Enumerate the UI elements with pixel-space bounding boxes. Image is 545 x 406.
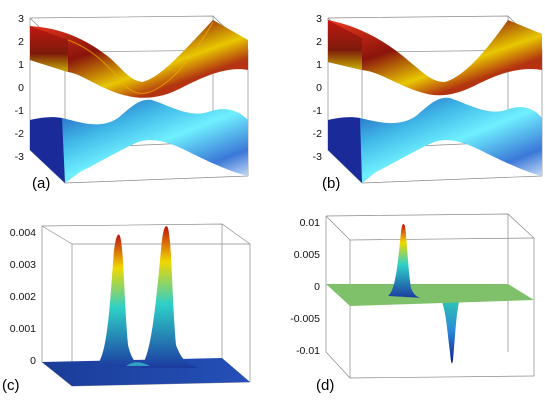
z-axis-ticks: 0.01 0.005 0 -0.005 -0.01 xyxy=(290,217,320,357)
zero-plane xyxy=(326,284,534,306)
tick-label: -2 xyxy=(313,128,322,140)
z-axis-ticks: 0.004 0.003 0.002 0.001 0 xyxy=(10,227,36,367)
tick-label: -0.005 xyxy=(290,313,320,325)
tick-label: 0.005 xyxy=(294,249,320,261)
peak-2 xyxy=(126,226,200,368)
z-axis-ticks: 3 2 1 0 -1 -2 -3 xyxy=(313,13,323,163)
upper-surface xyxy=(30,20,248,98)
tick-label: 0 xyxy=(30,355,36,367)
tick-label: 0 xyxy=(18,82,24,94)
tick-label: 0 xyxy=(314,281,320,293)
tick-label: -0.01 xyxy=(296,345,320,357)
tick-label: 0.003 xyxy=(10,259,36,271)
tick-label: 0 xyxy=(316,82,322,94)
tick-label: 1 xyxy=(316,59,322,71)
tick-label: 3 xyxy=(18,13,24,25)
tick-label: 0.001 xyxy=(10,323,36,335)
panel-label: (c) xyxy=(2,377,20,394)
tick-label: -3 xyxy=(313,151,322,163)
panel-a: 3 2 1 0 -1 -2 -3 (a) xyxy=(15,13,249,192)
tick-label: 0.002 xyxy=(10,291,36,303)
tick-label: 2 xyxy=(316,36,322,48)
panel-d: 0.01 0.005 0 -0.005 -0.01 (d) xyxy=(290,213,535,394)
z-axis-ticks: 3 2 1 0 -1 -2 -3 xyxy=(15,13,25,163)
tick-label: -3 xyxy=(15,151,24,163)
tick-label: 2 xyxy=(18,36,24,48)
tick-label: -1 xyxy=(313,105,322,117)
panel-c: 0.004 0.003 0.002 0.001 0 (c) xyxy=(2,223,251,394)
tick-label: 1 xyxy=(18,59,24,71)
tick-label: -1 xyxy=(15,105,24,117)
lower-surface xyxy=(30,99,248,183)
tick-label: 0.004 xyxy=(10,227,36,239)
lower-surface xyxy=(328,97,542,183)
panel-label: (d) xyxy=(316,377,334,394)
panel-label: (b) xyxy=(322,175,340,192)
tick-label: 0.01 xyxy=(300,217,321,229)
upper-surface xyxy=(328,20,542,96)
tick-label: 3 xyxy=(316,13,322,25)
panel-b: 3 2 1 0 -1 -2 -3 (b) xyxy=(313,13,543,192)
panel-label: (a) xyxy=(32,175,50,192)
floor-surface xyxy=(42,358,250,386)
dip xyxy=(440,298,460,364)
peak xyxy=(388,224,424,298)
tick-label: -2 xyxy=(15,128,24,140)
peak-1 xyxy=(96,234,146,368)
